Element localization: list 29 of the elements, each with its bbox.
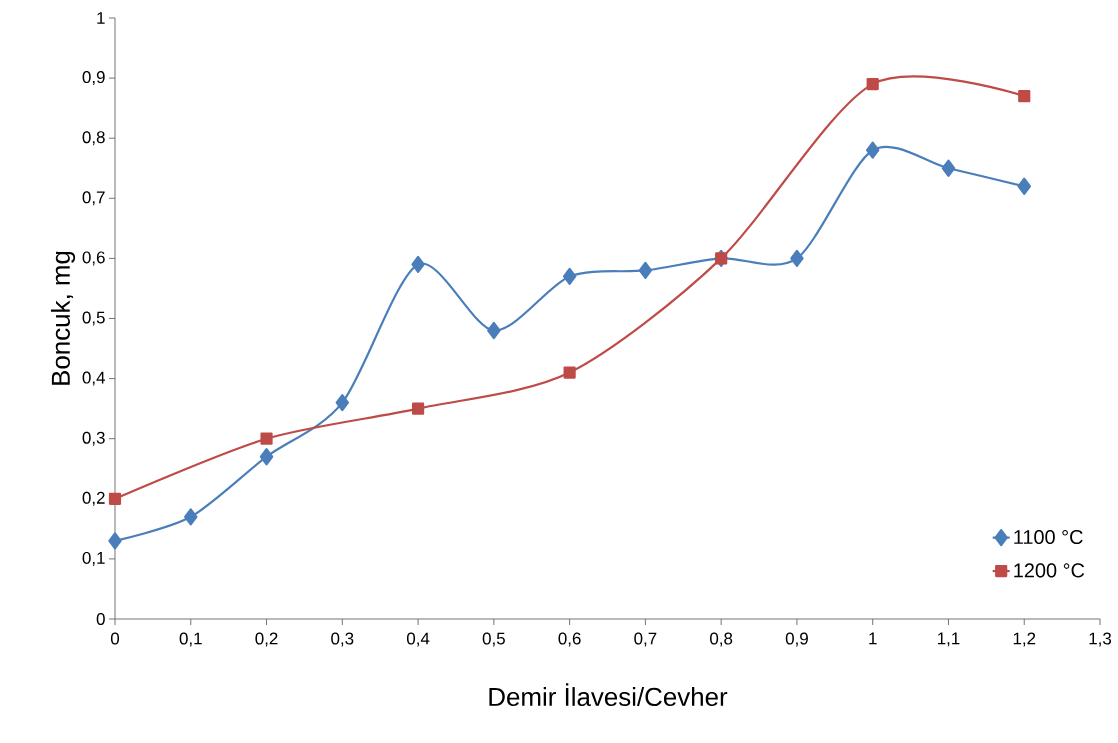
x-axis-title: Demir İlavesi/Cevher	[489, 683, 728, 707]
y-tick-label: 0,1	[82, 551, 105, 566]
y-tick-label: 0,6	[82, 251, 105, 266]
x-tick-label: 1,2	[1013, 632, 1036, 647]
x-tick-label: 0,4	[406, 632, 430, 647]
y-tick-label: 0,4	[82, 371, 105, 386]
x-tick-label: 0,7	[634, 632, 657, 647]
y-tick-label: 0,7	[82, 191, 105, 206]
x-tick-label: 0,1	[179, 632, 202, 647]
y-tick-label: 0,9	[82, 71, 105, 86]
x-tick-label: 0,3	[331, 632, 354, 647]
x-tick-label: 0,8	[710, 632, 733, 647]
y-axis-title: Boncuk, mg	[50, 251, 76, 385]
legend-label: 1100 °C	[1014, 529, 1083, 545]
y-tick-label: 0,3	[82, 431, 105, 446]
x-tick-label: 0,6	[558, 632, 581, 647]
x-tick-label: 1,3	[1089, 632, 1112, 647]
y-tick-label: 1	[97, 12, 105, 24]
y-tick-label: 0	[96, 613, 105, 625]
x-tick-label: 0	[110, 632, 120, 645]
x-tick-label: 0,2	[255, 632, 278, 647]
y-tick-label: 0,5	[82, 311, 105, 326]
x-tick-label: 1,1	[938, 632, 960, 647]
y-tick-label: 0,8	[82, 131, 105, 146]
x-tick-label: 1	[869, 632, 877, 645]
x-tick-label: 0,5	[482, 632, 505, 647]
legend-label: 1200 °C	[1014, 563, 1085, 578]
x-tick-label: 0,9	[785, 632, 808, 647]
y-tick-label: 0,2	[82, 491, 105, 506]
